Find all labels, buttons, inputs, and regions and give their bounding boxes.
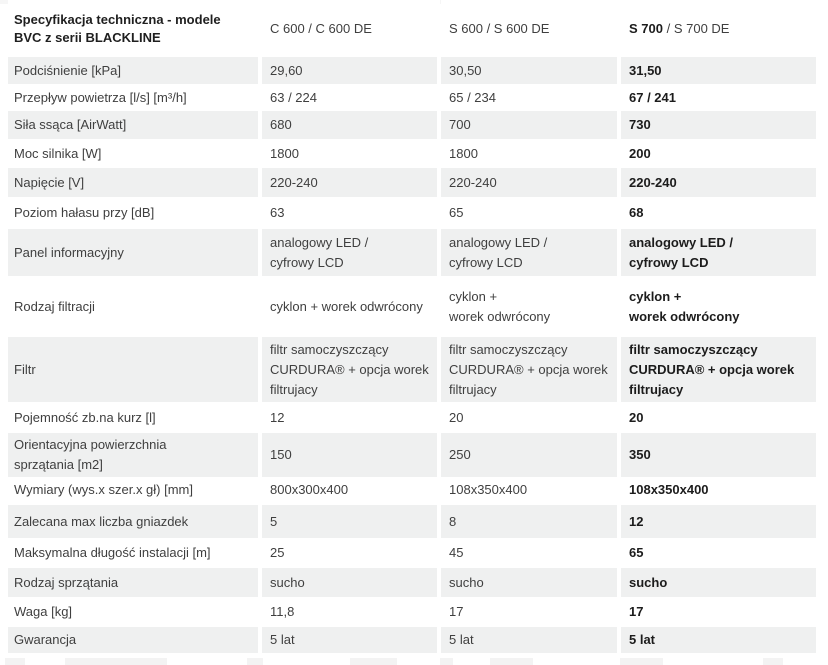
row-label: Filtr (8, 337, 258, 402)
cell-c600: 220-240 (262, 168, 437, 197)
cell-c600: 63 / 224 (270, 89, 317, 105)
cell-s700: 12 (621, 505, 816, 538)
cell-c600: 63 (270, 205, 285, 220)
cell-s700: 65 (629, 545, 644, 560)
cell-c600: 150 (262, 433, 437, 477)
cell-s700: sucho (621, 568, 816, 597)
table-row: Rodzaj filtracji cyklon + worek odwrócony… (8, 276, 816, 337)
row-label: Siła ssąca [AirWatt] (8, 111, 258, 139)
spec-table: Specyfikacja techniczna - modele BVC z s… (8, 0, 816, 653)
row-label: Napięcie [V] (8, 168, 258, 197)
row-label: Orientacyjna powierzchnia sprzątania [m2… (8, 433, 258, 477)
cell-c600: 25 (270, 545, 285, 560)
table-row: Przepływ powietrza [l/s] [m³/h] 63 / 224 6… (8, 84, 816, 111)
column-header-s700: S 700 / S 700 DE (621, 0, 816, 57)
cell-c600: 12 (270, 409, 285, 425)
table-row: Maksymalna długość instalacji [m] 25 45 65 (8, 538, 816, 568)
cell-s600: 250 (441, 433, 617, 477)
table-row: Zalecana max liczba gniazdek 5 8 12 (8, 505, 816, 538)
cell-s700: 200 (629, 145, 651, 161)
row-label: Rodzaj filtracji (14, 298, 95, 314)
cell-s600: 1800 (449, 145, 478, 161)
cell-s600: 108x350x400 (449, 482, 528, 497)
cell-c600: 11,8 (270, 604, 295, 619)
column-header-s700-rest: / S 700 DE (662, 20, 730, 36)
cell-s600: 5 lat (441, 627, 617, 653)
row-label: Panel informacyjny (8, 229, 258, 276)
column-header-c600: C 600 / C 600 DE (262, 0, 437, 57)
cell-c600: filtr samoczyszczący CURDURA® + opcja wo… (262, 337, 437, 402)
cell-c600: 1800 (270, 145, 299, 161)
cell-s600: 20 (449, 409, 464, 425)
cell-s700: 68 (629, 205, 644, 220)
table-row: Rodzaj sprzątania sucho sucho sucho (8, 568, 816, 597)
cell-c600: cyklon + worek odwrócony (270, 298, 423, 314)
row-label: Moc silnika [W] (14, 145, 102, 161)
table-row: Gwarancja 5 lat 5 lat 5 lat (8, 627, 816, 653)
cell-c600: sucho (262, 568, 437, 597)
cell-c600: 800x300x400 (270, 482, 349, 497)
cell-s700: 220-240 (621, 168, 816, 197)
cell-s600: sucho (441, 568, 617, 597)
row-label: Poziom hałasu przy [dB] (14, 205, 155, 220)
cell-s600: analogowy LED / cyfrowy LCD (441, 229, 617, 276)
cell-s700: cyklon + worek odwrócony (629, 288, 740, 324)
table-title: Specyfikacja techniczna - modele BVC z s… (8, 0, 258, 57)
row-label: Gwarancja (8, 627, 258, 653)
table-row: Panel informacyjny analogowy LED / cyfrow… (8, 229, 816, 276)
table-row: Podciśnienie [kPa] 29,60 30,50 31,50 (8, 57, 816, 84)
bottom-crop-remnant (0, 658, 828, 665)
cell-s600: 220-240 (441, 168, 617, 197)
column-header-s700-bold: S 700 (629, 20, 663, 36)
table-row: Orientacyjna powierzchnia sprzątania [m2… (8, 433, 816, 477)
cell-s700: 730 (621, 111, 816, 139)
cell-s700: filtr samoczyszczący CURDURA® + opcja wo… (621, 337, 816, 402)
table-body: Podciśnienie [kPa] 29,60 30,50 31,50 Przepły… (8, 57, 816, 653)
cell-s700: 350 (621, 433, 816, 477)
cell-s700: 67 / 241 (629, 89, 676, 105)
cell-s700: 5 lat (621, 627, 816, 653)
cell-c600: 5 (262, 505, 437, 538)
cell-s700: 20 (629, 409, 644, 425)
cell-s700: 31,50 (621, 57, 816, 84)
row-label: Pojemność zb.na kurz [l] (14, 409, 156, 425)
cell-c600: analogowy LED / cyfrowy LCD (262, 229, 437, 276)
table-header: Specyfikacja techniczna - modele BVC z s… (8, 0, 816, 57)
cell-s600: 65 (449, 205, 464, 220)
row-label: Maksymalna długość instalacji [m] (14, 545, 211, 560)
table-row: Pojemność zb.na kurz [l] 12 20 20 (8, 402, 816, 433)
row-label: Waga [kg] (14, 604, 73, 619)
cell-c600: 680 (262, 111, 437, 139)
cell-s600: 8 (441, 505, 617, 538)
table-row: Siła ssąca [AirWatt] 680 700 730 (8, 111, 816, 139)
cell-s600: 65 / 234 (449, 89, 496, 105)
row-label: Zalecana max liczba gniazdek (8, 505, 258, 538)
cell-s700: analogowy LED / cyfrowy LCD (621, 229, 816, 276)
row-label: Podciśnienie [kPa] (8, 57, 258, 84)
table-row: Wymiary (wys.x szer.x gł) [mm] 800x300x40… (8, 475, 816, 505)
row-label: Rodzaj sprzątania (8, 568, 258, 597)
cell-s600: 700 (441, 111, 617, 139)
table-row: Moc silnika [W] 1800 1800 200 (8, 139, 816, 168)
row-label: Wymiary (wys.x szer.x gł) [mm] (14, 482, 193, 497)
table-row: Waga [kg] 11,8 17 17 (8, 597, 816, 627)
cell-s600: 45 (449, 545, 464, 560)
table-row: Napięcie [V] 220-240 220-240 220-240 (8, 168, 816, 197)
cell-c600: 5 lat (262, 627, 437, 653)
cell-s700: 108x350x400 (629, 482, 709, 497)
column-header-s600: S 600 / S 600 DE (441, 0, 617, 57)
cell-s600: 17 (449, 604, 464, 619)
cell-s600: 30,50 (441, 57, 617, 84)
cell-s600: filtr samoczyszczący CURDURA® + opcja wo… (441, 337, 617, 402)
cell-c600: 29,60 (262, 57, 437, 84)
table-row: Poziom hałasu przy [dB] 63 65 68 (8, 197, 816, 229)
row-label: Przepływ powietrza [l/s] [m³/h] (14, 89, 187, 105)
cell-s700: 17 (629, 604, 644, 619)
cell-s600: cyklon + worek odwrócony (449, 288, 551, 324)
table-row: Filtr filtr samoczyszczący CURDURA® + opc… (8, 337, 816, 402)
